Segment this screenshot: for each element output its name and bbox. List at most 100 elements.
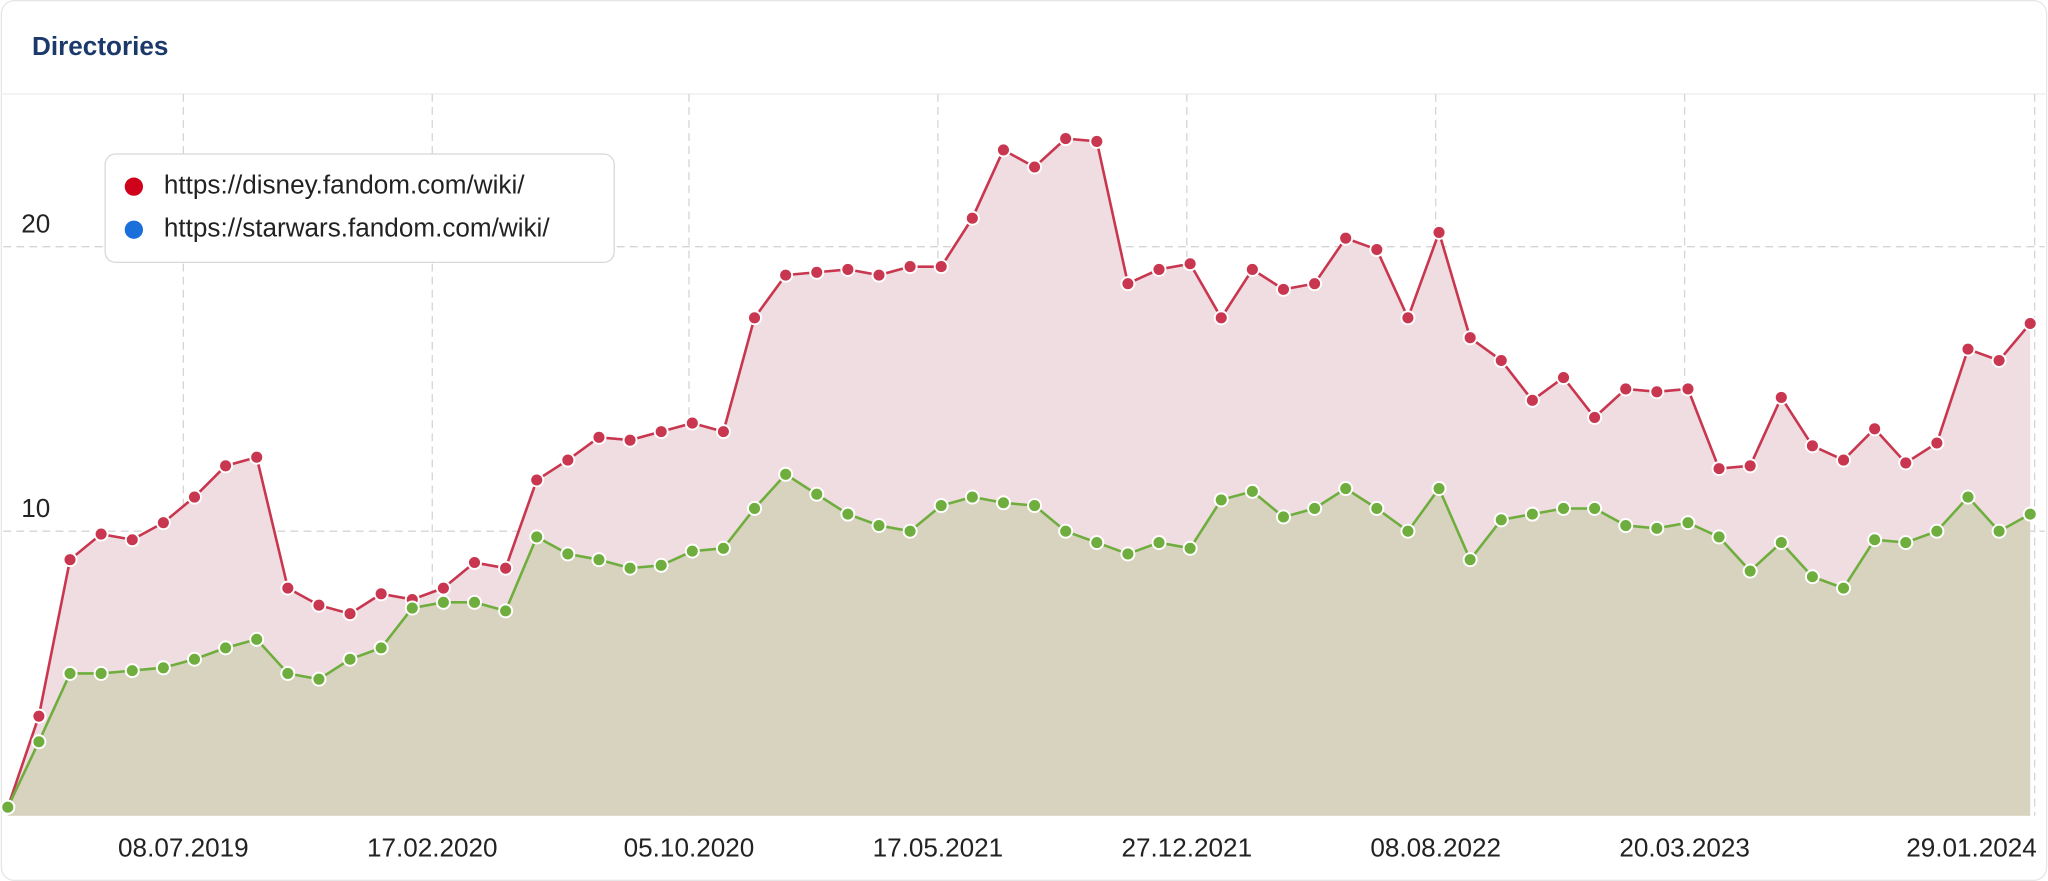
point (1836, 580, 1852, 596)
x-tick-label: 20.03.2023 (1619, 833, 1750, 863)
legend-box (104, 153, 615, 263)
point (964, 210, 980, 226)
y-tick-label: 10 (21, 493, 50, 523)
point (1027, 159, 1043, 175)
point (249, 449, 265, 465)
point (1369, 500, 1385, 516)
x-tick-label: 17.05.2021 (873, 833, 1004, 863)
point (466, 555, 483, 571)
point (1120, 546, 1136, 562)
point (1618, 381, 1634, 397)
point (2022, 315, 2038, 332)
point (93, 526, 109, 542)
point (1680, 381, 1696, 397)
point (1244, 483, 1260, 499)
point (1898, 455, 1914, 471)
point (124, 663, 140, 679)
point (902, 259, 918, 275)
point (1618, 518, 1634, 534)
point (373, 640, 389, 656)
point (1493, 512, 1509, 528)
point (1027, 498, 1043, 514)
x-tick-label: 05.10.2020 (624, 833, 755, 863)
point (498, 560, 514, 576)
point (186, 651, 202, 667)
point (684, 415, 700, 431)
point (1120, 276, 1136, 292)
point (1431, 224, 1447, 240)
point (653, 557, 669, 573)
point (124, 532, 140, 548)
point (1462, 552, 1478, 568)
point (747, 500, 763, 516)
point (933, 259, 949, 275)
legend-label[interactable]: https://disney.fandom.com/wiki/ (164, 170, 525, 200)
point (1400, 310, 1416, 326)
point (1587, 409, 1603, 425)
point (342, 606, 358, 622)
point (155, 515, 171, 531)
point (1742, 563, 1758, 579)
point (498, 603, 514, 619)
point (155, 660, 171, 676)
point (1213, 310, 1229, 326)
point (1711, 461, 1727, 477)
point (995, 495, 1011, 511)
point (871, 267, 887, 283)
point (1182, 256, 1198, 272)
point (715, 540, 731, 556)
point (1711, 529, 1727, 545)
point (311, 671, 327, 687)
point (778, 267, 794, 283)
legend-label[interactable]: https://starwars.fandom.com/wiki/ (164, 213, 550, 243)
point (1836, 452, 1852, 468)
point (1867, 421, 1883, 437)
point (435, 594, 451, 610)
point (1929, 435, 1945, 451)
point (1462, 330, 1478, 346)
point (93, 665, 109, 681)
point (1960, 489, 1976, 505)
point (1649, 384, 1665, 400)
point (62, 552, 78, 568)
point (1307, 276, 1323, 292)
point (1898, 535, 1914, 551)
point (435, 580, 451, 596)
x-tick-label: 29.01.2024 (1906, 833, 2037, 863)
point (1804, 569, 1820, 585)
point (1929, 523, 1945, 539)
point (280, 580, 296, 596)
point (1867, 532, 1883, 548)
point (1058, 131, 1074, 147)
point (249, 631, 265, 647)
point (1151, 261, 1167, 277)
point (1524, 392, 1540, 408)
point (591, 552, 607, 568)
point (1338, 230, 1354, 246)
point (964, 489, 980, 505)
point (2022, 506, 2038, 522)
point (1524, 506, 1540, 522)
point (1991, 523, 2007, 539)
point (809, 264, 825, 280)
point (622, 560, 638, 576)
point (1773, 389, 1789, 405)
point (1493, 352, 1509, 368)
point (31, 708, 47, 724)
point (747, 310, 763, 326)
point (1058, 523, 1074, 539)
point (809, 486, 825, 502)
point (1742, 458, 1758, 474)
point (404, 600, 420, 616)
point (871, 518, 887, 534)
point (1680, 515, 1696, 531)
legend-marker (124, 220, 143, 239)
point (1182, 540, 1198, 556)
legend-marker (124, 177, 143, 196)
point (31, 734, 47, 750)
point (1400, 523, 1416, 539)
point (933, 498, 949, 514)
point (840, 506, 856, 522)
point (1275, 281, 1291, 297)
